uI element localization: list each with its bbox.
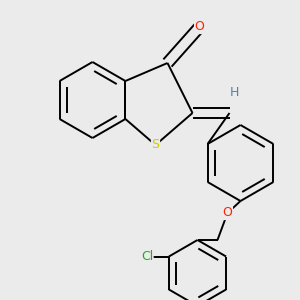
Text: O: O: [195, 20, 204, 34]
Text: Cl: Cl: [141, 250, 153, 263]
Text: O: O: [223, 206, 232, 220]
Text: S: S: [152, 139, 160, 152]
Text: H: H: [230, 86, 239, 100]
